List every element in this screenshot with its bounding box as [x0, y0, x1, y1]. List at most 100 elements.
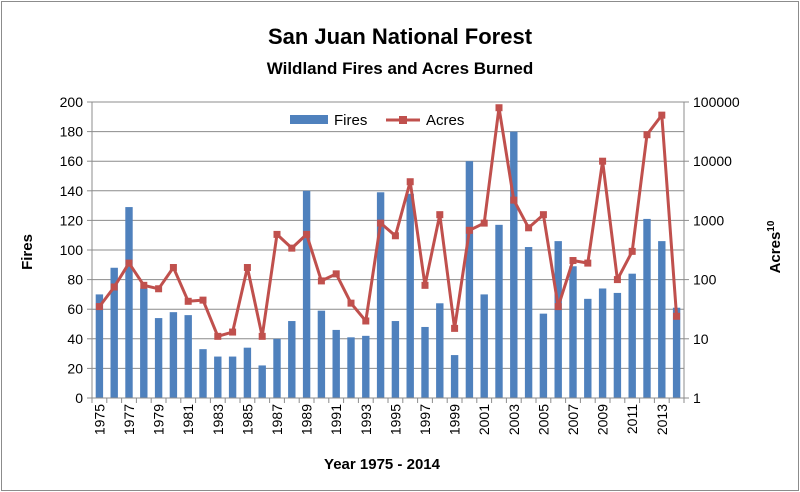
fires-bar [406, 193, 414, 398]
acres-point [539, 211, 547, 219]
fires-bar [643, 218, 651, 398]
legend: Fires Acres [290, 112, 464, 129]
x-tick-label: 1987 [269, 404, 285, 435]
acres-point [480, 219, 488, 227]
left-tick-label: 80 [67, 272, 83, 288]
right-axis-label-superscript: 10 [766, 220, 777, 232]
left-tick-label: 180 [60, 124, 84, 140]
fires-bar [95, 294, 104, 398]
x-tick-label: 1975 [91, 404, 107, 435]
x-tick-label: 2009 [595, 404, 611, 435]
fires-bars [95, 131, 681, 398]
legend-acres-label: Acres [426, 112, 464, 129]
fires-bar [524, 247, 533, 398]
acres-point [125, 259, 133, 267]
fires-bar [243, 347, 252, 398]
fires-bar [391, 321, 400, 398]
x-tick-label: 1993 [358, 404, 374, 435]
acres-point [658, 111, 666, 119]
acres-point [510, 196, 518, 204]
x-tick-label: 1979 [151, 404, 167, 435]
x-tick-label: 2003 [506, 404, 522, 435]
fires-bar [495, 224, 503, 398]
acres-point [377, 219, 385, 227]
fires-bar [672, 307, 681, 398]
acres-point [303, 230, 311, 238]
acres-point [347, 299, 355, 307]
x-tick-label: 1999 [447, 404, 463, 435]
x-axis-ticks: 1975 1977 1979 1981 1983 1985 1987 1989 1991 1993… [91, 398, 685, 435]
fires-bar [302, 190, 311, 398]
x-tick-label: 2007 [565, 404, 581, 435]
acres-point [169, 264, 177, 272]
gridlines [92, 101, 684, 399]
acres-point [362, 317, 370, 325]
fires-bar [362, 335, 370, 398]
left-axis-ticks: 0 20 40 60 80 100 120 140 160 180 200 [60, 94, 92, 406]
legend-acres-marker [399, 116, 407, 124]
right-axis-label-base: Acres [767, 232, 784, 274]
left-tick-label: 20 [67, 360, 83, 376]
acres-point [613, 276, 621, 284]
acres-point [288, 244, 296, 252]
acres-point [554, 303, 562, 311]
fires-bar [510, 131, 518, 398]
acres-point [628, 247, 636, 255]
acres-point [495, 104, 503, 112]
x-tick-label: 1989 [299, 404, 315, 435]
left-tick-label: 40 [67, 331, 83, 347]
right-tick-label: 1 [693, 390, 701, 406]
x-tick-label: 1985 [239, 404, 255, 435]
x-tick-label: 2005 [535, 404, 551, 435]
right-tick-label: 100000 [693, 94, 740, 110]
acres-point [525, 224, 533, 232]
fires-bar [554, 241, 562, 398]
acres-point [229, 328, 237, 336]
fires-bar [332, 329, 340, 398]
fires-bar [288, 321, 296, 398]
acres-point [584, 259, 592, 267]
fires-bar [125, 207, 133, 398]
legend-fires-label: Fires [334, 112, 367, 129]
x-axis-label: Year 1975 - 2014 [324, 456, 441, 473]
acres-point [436, 211, 444, 219]
acres-point [110, 283, 118, 291]
acres-series-line [98, 106, 679, 338]
chart-title: San Juan National Forest [268, 24, 533, 49]
fires-bar [436, 303, 444, 398]
x-tick-label: 2013 [654, 404, 670, 435]
acres-point [332, 270, 340, 278]
fires-bar [628, 273, 636, 398]
acres-point [243, 264, 251, 272]
fires-bar [584, 298, 592, 398]
x-tick-label: 1977 [121, 404, 137, 435]
left-tick-label: 60 [67, 301, 83, 317]
x-tick-label: 2011 [624, 404, 640, 434]
acres-point [465, 226, 473, 234]
acres-point [258, 332, 266, 340]
right-axis-ticks: 1 10 100 1000 10000 100000 [684, 94, 740, 406]
fires-bar [613, 292, 622, 398]
fires-bar [184, 315, 192, 398]
right-tick-label: 1000 [693, 212, 724, 228]
fires-bar [480, 294, 488, 398]
acres-point [140, 281, 148, 289]
fires-bar [598, 288, 607, 398]
acres-point [599, 157, 607, 165]
fires-bar [347, 337, 355, 398]
fires-bar [421, 326, 429, 398]
fires-bar [214, 356, 222, 398]
fires-bar [258, 365, 266, 398]
fires-bar [376, 192, 385, 398]
acres-point [421, 281, 429, 289]
acres-point [569, 257, 577, 265]
left-axis-label: Fires [19, 234, 36, 270]
x-tick-label: 1991 [328, 404, 344, 435]
fires-bar [539, 313, 548, 398]
acres-point [673, 312, 681, 320]
left-tick-label: 0 [75, 390, 83, 406]
fires-bar [450, 355, 459, 398]
fires-bar [154, 318, 163, 398]
